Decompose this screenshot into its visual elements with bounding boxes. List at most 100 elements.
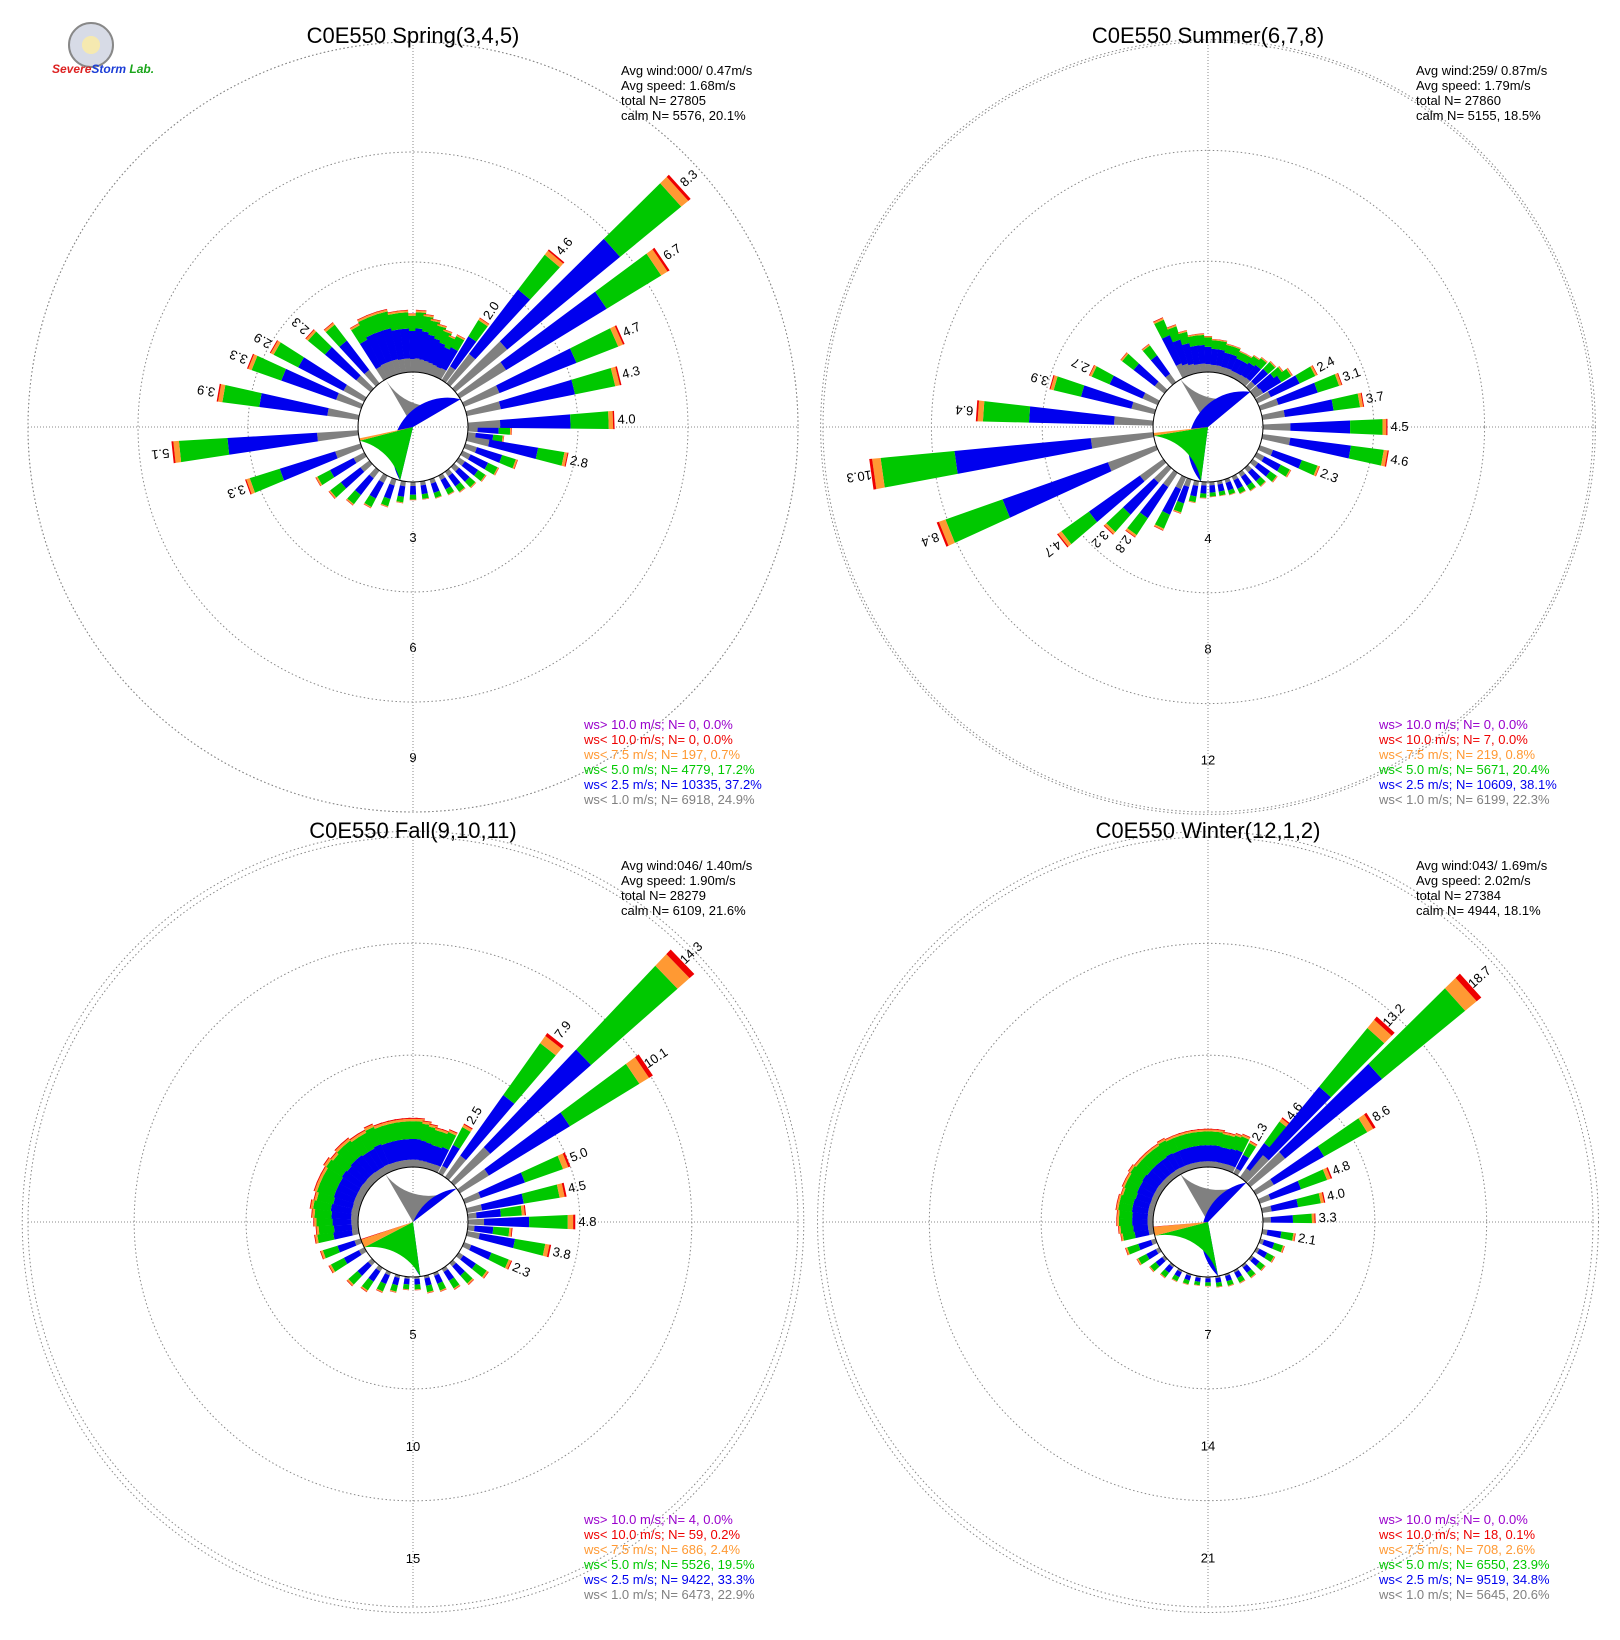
bar-segment-lt7_5 bbox=[1228, 1283, 1234, 1287]
bar-segment-lt1 bbox=[425, 362, 435, 375]
bar-segment-lt7_5 bbox=[1203, 1129, 1213, 1132]
bar-segment-lt1 bbox=[351, 1229, 360, 1236]
bar-segment-lt7_5 bbox=[314, 1217, 317, 1227]
direction-bar: 3.1 bbox=[1258, 364, 1363, 411]
bar-value-label: 3.3 bbox=[1318, 1210, 1337, 1226]
bar-segment-lt7_5 bbox=[316, 1225, 320, 1235]
bar-segment-lt10 bbox=[393, 1118, 404, 1121]
bar-segment-lt7_5 bbox=[453, 1284, 461, 1290]
direction-bar bbox=[1193, 1275, 1201, 1287]
bar-segment-lt1 bbox=[405, 1159, 412, 1168]
direction-bar bbox=[1164, 1135, 1188, 1174]
bar-segment-lt1 bbox=[1215, 365, 1222, 374]
bar-segment-lt10 bbox=[379, 1120, 390, 1125]
direction-bar bbox=[316, 1173, 365, 1202]
direction-bar bbox=[397, 309, 411, 373]
summary-line: total N= 27860 bbox=[1416, 93, 1501, 108]
bar-segment-lt1 bbox=[1155, 1247, 1162, 1254]
bar-segment-lt5 bbox=[1127, 1173, 1144, 1187]
bar-segment-lt7_5 bbox=[1357, 392, 1364, 408]
bar-segment-lt1 bbox=[1107, 445, 1158, 472]
bar-segment-lt7_5 bbox=[977, 400, 985, 422]
bar-segment-lt7_5 bbox=[312, 1208, 316, 1218]
bar-segment-lt5 bbox=[307, 331, 332, 355]
direction-bar bbox=[1171, 1268, 1183, 1283]
bar-segment-lt10 bbox=[349, 322, 360, 329]
bar-segment-lt1 bbox=[463, 1192, 481, 1204]
bar-segment-lt2_5 bbox=[333, 1190, 356, 1204]
bar-segment-lt2_5 bbox=[331, 1211, 352, 1220]
bar-segment-lt5 bbox=[1122, 1187, 1138, 1200]
direction-bar bbox=[455, 1252, 489, 1279]
bar-segment-lt1 bbox=[1150, 1198, 1158, 1206]
bar-segment-lt1 bbox=[403, 358, 411, 373]
bar-segment-lt5 bbox=[1142, 345, 1158, 361]
direction-bar bbox=[1203, 336, 1213, 373]
bar-segment-lt5 bbox=[518, 254, 560, 300]
bar-segment-lt2_5 bbox=[500, 291, 607, 371]
direction-bar bbox=[1153, 317, 1188, 379]
bar-segment-lt5 bbox=[317, 470, 335, 486]
ring-label: 8 bbox=[1204, 642, 1211, 657]
bar-segment-lt7_5 bbox=[1145, 1148, 1153, 1156]
bar-segment-lt5 bbox=[439, 330, 452, 346]
bar-segment-lt5 bbox=[471, 1263, 487, 1278]
bar-segment-lt2_5 bbox=[460, 1095, 515, 1161]
bar-segment-lt10 bbox=[1261, 1265, 1266, 1272]
bar-segment-lt2_5 bbox=[1199, 1145, 1207, 1162]
bar-value-label: 4.7 bbox=[1041, 537, 1064, 560]
bar-segment-lt1 bbox=[455, 457, 465, 466]
direction-bar: 2.7 bbox=[1069, 355, 1160, 406]
bar-segment-lt1 bbox=[356, 375, 374, 393]
bar-segment-lt2_5 bbox=[1217, 1147, 1228, 1164]
bar-segment-lt2_5 bbox=[435, 1147, 450, 1167]
bar-segment-lt1 bbox=[467, 426, 478, 433]
bar-segment-lt7_5 bbox=[366, 312, 378, 318]
direction-bar bbox=[1197, 1128, 1207, 1168]
bar-segment-lt10 bbox=[523, 1205, 526, 1216]
direction-bar: 4.5 bbox=[1262, 418, 1409, 436]
bar-segment-lt10 bbox=[1219, 339, 1228, 342]
bar-segment-lt1 bbox=[1245, 381, 1256, 391]
bar-segment-lt10 bbox=[1216, 1129, 1226, 1132]
ring-label: 4 bbox=[1204, 531, 1211, 546]
bar-segment-lt2_5 bbox=[1139, 483, 1169, 519]
panel-title: C0E550 Winter(12,1,2) bbox=[1096, 818, 1321, 843]
bar-segment-lt10 bbox=[1287, 367, 1293, 376]
summary-line: calm N= 6109, 21.6% bbox=[621, 903, 746, 918]
bar-segment-lt7_5 bbox=[335, 1144, 344, 1153]
bar-segment-lt2_5 bbox=[1256, 1248, 1268, 1259]
bar-value-label: 4.6 bbox=[553, 234, 576, 257]
bar-segment-lt7_5 bbox=[1260, 357, 1268, 364]
bar-segment-lt10 bbox=[1278, 365, 1285, 373]
bar-segment-lt1 bbox=[462, 1242, 472, 1251]
bar-segment-lt5 bbox=[1296, 1193, 1321, 1208]
bar-segment-lt10 bbox=[363, 1123, 373, 1129]
direction-bar: 18.7 bbox=[1247, 963, 1494, 1188]
bar-segment-lt5 bbox=[390, 1283, 398, 1292]
bar-segment-lt10 bbox=[1199, 497, 1207, 499]
bar-segment-lt1 bbox=[375, 1264, 383, 1272]
bar-segment-lt7_5 bbox=[1165, 1136, 1174, 1142]
bar-segment-lt2_5 bbox=[477, 426, 499, 434]
bar-segment-lt5 bbox=[1127, 1243, 1141, 1255]
bar-segment-lt7_5 bbox=[1226, 343, 1234, 347]
direction-bar bbox=[313, 1181, 363, 1206]
bar-segment-lt1 bbox=[385, 1270, 392, 1276]
bar-segment-lt5 bbox=[314, 1208, 332, 1219]
bar-segment-lt5 bbox=[316, 1192, 336, 1205]
direction-bar bbox=[450, 463, 477, 489]
bar-segment-lt1 bbox=[360, 460, 373, 472]
bar-segment-lt1 bbox=[1148, 1203, 1156, 1211]
direction-bar: 8.4 bbox=[919, 445, 1158, 550]
bar-segment-lt10 bbox=[1153, 525, 1164, 531]
bar-segment-lt10 bbox=[459, 488, 466, 493]
bar-segment-lt2_5 bbox=[403, 1138, 412, 1161]
summary-line: calm N= 5576, 20.1% bbox=[621, 108, 746, 123]
bar-segment-lt7_5 bbox=[310, 1199, 315, 1210]
bar-segment-lt7_5 bbox=[1239, 350, 1247, 355]
bar-segment-lt10 bbox=[494, 467, 500, 476]
direction-bar bbox=[1151, 1143, 1179, 1179]
direction-bar bbox=[363, 473, 388, 509]
bar-segment-lt2_5 bbox=[1190, 345, 1200, 365]
